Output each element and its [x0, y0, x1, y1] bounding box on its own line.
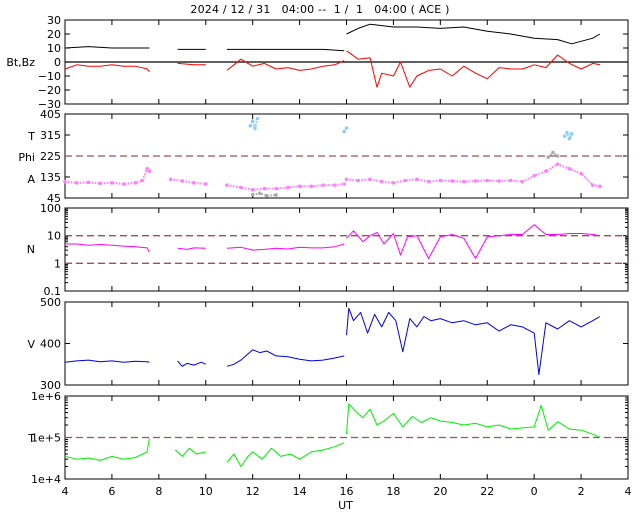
panel-ylabel: Bt,Bz	[6, 56, 35, 69]
series-point-phi	[274, 193, 278, 197]
series-trace-phi	[547, 151, 559, 158]
series-line-bt	[346, 23, 601, 45]
ytick-label: 0.1	[44, 285, 62, 298]
series-trace-alpha	[226, 182, 345, 191]
ytick-label: 1e+5	[31, 432, 61, 445]
panel-ylabel: Phi	[18, 151, 35, 164]
xtick-label: 2	[578, 485, 585, 498]
series-line-temperature	[346, 403, 601, 438]
ytick-label: 10	[47, 42, 61, 55]
series-trace-phi	[252, 192, 277, 197]
ytick-label: 1e+6	[31, 390, 61, 403]
xtick-label: 14	[293, 485, 307, 498]
plot-title: 2024 / 12 / 31 04:00 -- 1 / 1 04:00 ( AC…	[190, 3, 450, 16]
ytick-label: 315	[40, 129, 61, 142]
xtick-label: 12	[246, 485, 260, 498]
panel-ylabel: T	[27, 432, 35, 445]
xtick-label: 4	[62, 485, 69, 498]
panel-ylabel: T	[27, 130, 35, 143]
series-point-phi	[555, 154, 560, 158]
xaxis-label: UT	[338, 499, 353, 512]
series-trace-alpha	[170, 178, 206, 186]
series-line-density	[177, 247, 206, 250]
xtick-label: 22	[480, 485, 494, 498]
ytick-label: 20	[47, 28, 61, 41]
ytick-label: 400	[40, 338, 61, 351]
ytick-label: 300	[40, 379, 61, 392]
series-line-temperature	[64, 438, 150, 461]
xtick-label: 6	[108, 485, 115, 498]
ytick-label: 225	[40, 150, 61, 163]
ytick-label: −10	[38, 70, 61, 83]
ytick-label: 500	[40, 296, 61, 309]
series-point-alpha	[147, 169, 152, 173]
ytick-label: 30	[47, 14, 61, 27]
series-line-temperature	[174, 447, 206, 457]
series-line-velocity	[177, 360, 207, 367]
series-line-velocity	[226, 349, 345, 367]
xtick-label: 10	[199, 485, 213, 498]
series-trace-alpha	[64, 166, 151, 186]
panel-ylabel: V	[27, 338, 35, 351]
series-line-density	[226, 243, 345, 251]
series-trace-theta	[563, 130, 573, 142]
panel-ylabel: A	[27, 173, 35, 186]
ytick-label: 1e+4	[31, 473, 61, 486]
series-line-bz	[226, 58, 345, 71]
series-line-bt	[64, 46, 150, 49]
series-line-density	[65, 243, 150, 253]
ytick-label: 100	[40, 202, 61, 215]
series-line-bz	[177, 62, 206, 66]
xtick-label: 20	[433, 485, 447, 498]
ytick-label: 135	[40, 171, 61, 184]
series-line-bz	[64, 64, 150, 73]
xtick-label: 18	[386, 485, 400, 498]
ytick-label: −30	[38, 98, 61, 111]
xtick-label: 16	[340, 485, 354, 498]
ytick-label: 0	[54, 56, 61, 69]
ytick-label: −20	[38, 84, 61, 97]
xtick-label: 8	[155, 485, 162, 498]
series-line-velocity	[346, 307, 601, 376]
series-line-bz	[346, 50, 600, 88]
series-line-bt	[226, 48, 345, 52]
ytick-label: 1	[54, 257, 61, 270]
panel-frame-density	[64, 207, 629, 292]
xtick-label: 4	[625, 485, 632, 498]
series-line-temperature	[226, 442, 345, 467]
panel-ylabel: N	[27, 243, 35, 256]
series-line-density	[346, 224, 600, 259]
series-trace-theta	[343, 127, 348, 133]
xtick-label: 0	[531, 485, 538, 498]
series-line-velocity	[64, 359, 150, 363]
ytick-label: 10	[47, 230, 61, 243]
series-trace-alpha	[346, 162, 601, 188]
ytick-label: 405	[40, 108, 61, 121]
ytick-label: 45	[47, 192, 61, 205]
